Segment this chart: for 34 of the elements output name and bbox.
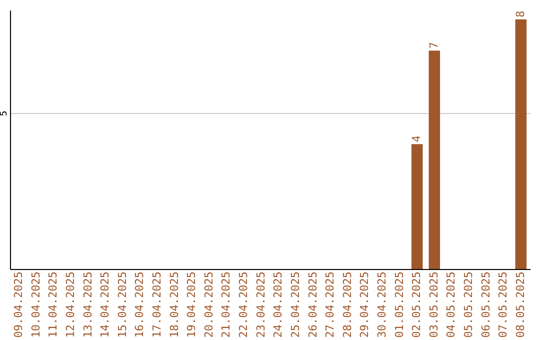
x-tick-label: 07.05.2025 bbox=[496, 272, 510, 338]
data-label: 7 bbox=[427, 42, 440, 49]
x-tick-label: 30.04.2025 bbox=[375, 272, 388, 338]
x-tick-label: 05.05.2025 bbox=[462, 272, 475, 338]
x-tick-label: 25.04.2025 bbox=[288, 272, 302, 338]
x-tick-label: 27.04.2025 bbox=[324, 272, 337, 338]
x-tick-label: 01.05.2025 bbox=[392, 272, 406, 338]
x-tick-label: 08.05.2025 bbox=[514, 272, 527, 338]
x-tick-label: 15.04.2025 bbox=[116, 272, 129, 338]
x-tick-label: 26.04.2025 bbox=[306, 272, 320, 338]
x-tick-label: 21.04.2025 bbox=[220, 272, 233, 338]
data-label: 8 bbox=[514, 10, 527, 18]
x-tick-label: 28.04.2025 bbox=[340, 272, 354, 338]
x-tick-label: 04.05.2025 bbox=[444, 272, 458, 338]
x-tick-label: 14.04.2025 bbox=[98, 272, 112, 338]
x-tick-label: 18.04.2025 bbox=[168, 272, 181, 338]
x-tick-label: 06.05.2025 bbox=[479, 272, 492, 338]
x-tick-label: 17.04.2025 bbox=[150, 272, 164, 338]
x-tick-label: 22.04.2025 bbox=[237, 272, 250, 338]
x-tick-label: 20.04.2025 bbox=[202, 272, 216, 338]
x-tick-label: 24.04.2025 bbox=[272, 272, 285, 338]
x-tick-label: 03.05.2025 bbox=[427, 272, 440, 338]
x-tick-label: 23.04.2025 bbox=[254, 272, 268, 338]
x-tick-label: 13.04.2025 bbox=[81, 272, 94, 338]
x-tick-label: 09.04.2025 bbox=[12, 272, 26, 338]
x-tick-label: 11.04.2025 bbox=[46, 272, 60, 338]
x-tick-label: 19.04.2025 bbox=[185, 272, 198, 338]
x-tick-label: 29.04.2025 bbox=[358, 272, 372, 338]
x-tick-label: 02.05.2025 bbox=[410, 272, 424, 338]
x-tick-label: 10.04.2025 bbox=[29, 272, 42, 338]
y-tick-label: 5 bbox=[0, 110, 10, 116]
x-tick-label: 12.04.2025 bbox=[64, 272, 77, 338]
data-label: 4 bbox=[410, 135, 424, 142]
x-tick-label: 16.04.2025 bbox=[133, 272, 146, 338]
